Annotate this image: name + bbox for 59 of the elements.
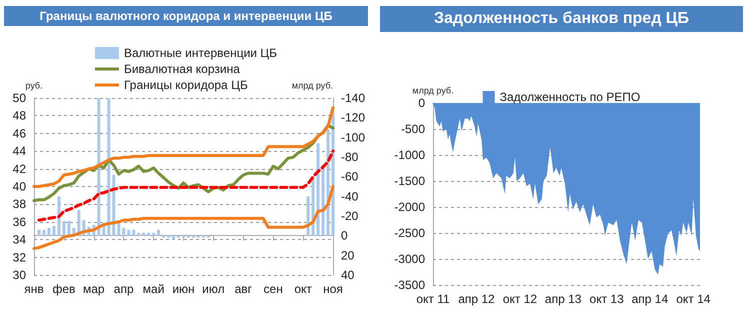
x-tick-label: авг (234, 282, 253, 296)
y-tick-label: 32 (12, 250, 26, 264)
y-tick-label: 42 (12, 162, 26, 176)
y-tick-label: -500 (400, 122, 426, 136)
y-axis-title: млрд руб. (412, 86, 454, 96)
y-tick-label: 38 (12, 197, 26, 212)
x-tick-label: окт 12 (502, 292, 538, 306)
x-tick-label: май (142, 282, 164, 296)
line-series (32, 106, 334, 188)
y-tick-label: -1000 (394, 148, 426, 162)
x-tick-label: июн (172, 282, 195, 296)
x-tick-label: сен (264, 282, 283, 296)
x-tick-label: апр (114, 282, 134, 296)
legend-label: Границы коридора ЦБ (124, 78, 248, 92)
y-tick-label: 0 (418, 96, 426, 110)
x-tick-label: янв (24, 282, 44, 296)
x-tick-label: окт 11 (416, 292, 450, 306)
y2-tick-label: -40 (341, 189, 359, 204)
x-tick-label: окт (294, 282, 312, 296)
y2-axis-title: млрд руб. (292, 80, 333, 90)
y-tick-label: -3000 (394, 252, 426, 266)
y-tick-label: 34 (12, 232, 26, 247)
y-tick-label: 40 (12, 180, 26, 194)
x-tick-label: фев (52, 282, 76, 296)
x-tick-label: апр 14 (632, 292, 668, 306)
x-tick-label: апр 13 (544, 292, 582, 306)
legend-label: Бивалютная корзина (124, 62, 240, 76)
chart-title: Задолженность банков пред ЦБ (380, 6, 743, 32)
y-tick-label: -2000 (394, 200, 426, 214)
x-tick-label: окт 14 (676, 292, 711, 306)
x-tick-label: мар (82, 282, 105, 296)
legend-label: Валютные интервенции ЦБ (124, 46, 278, 60)
y2-tick-label: -80 (341, 150, 359, 164)
y2-tick-label: 40 (341, 268, 355, 282)
y2-tick-label: 0 (341, 228, 348, 243)
y2-tick-label: -120 (341, 110, 366, 125)
y2-tick-label: -140 (341, 91, 366, 105)
y-tick-label: -3500 (394, 278, 426, 292)
y-tick-label: 48 (12, 108, 26, 123)
chart-title: Границы валютного коридора и интервенции ЦБ (4, 6, 368, 26)
x-tick-label: ноя (323, 282, 343, 296)
y2-tick-label: -60 (341, 170, 359, 184)
line-series (37, 150, 334, 222)
y-tick-label: 36 (12, 214, 26, 229)
y-tick-label: -1500 (394, 174, 426, 188)
series-label: Задолженность по РЕПО (500, 90, 640, 104)
x-tick-label: апр 12 (458, 292, 496, 306)
y-tick-label: 44 (12, 144, 26, 158)
y-axis-title: руб. (25, 80, 43, 90)
x-tick-label: окт 13 (590, 292, 624, 306)
y2-tick-label: -100 (341, 130, 366, 144)
y-tick-label: 30 (12, 268, 26, 282)
y-tick-label: -2500 (394, 226, 426, 240)
y2-tick-label: -20 (341, 209, 359, 223)
x-tick-label: июл (202, 282, 225, 296)
y-tick-label: 50 (12, 91, 26, 105)
y2-tick-label: 20 (341, 248, 355, 262)
line-series (32, 185, 334, 250)
y-tick-label: 46 (12, 126, 26, 140)
